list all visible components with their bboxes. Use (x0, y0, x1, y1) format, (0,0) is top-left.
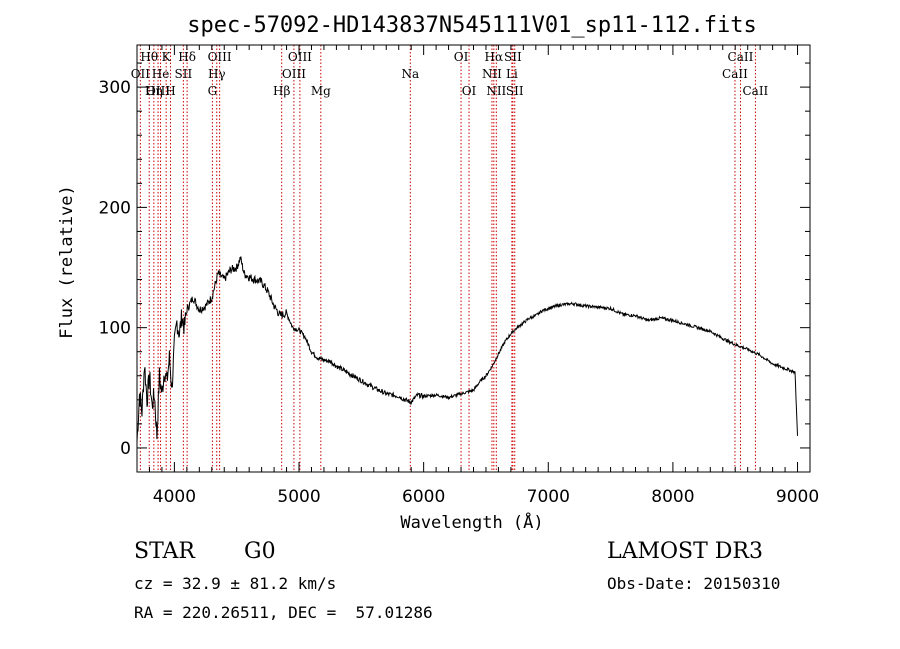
x-tick-label: 7000 (527, 487, 570, 507)
line-label: OI (462, 84, 477, 98)
y-tick-label: 200 (99, 198, 131, 218)
spectral-line-markers (139, 45, 756, 472)
line-label: SII (504, 50, 522, 64)
line-label: NII (482, 67, 502, 81)
y-tick-label: 100 (99, 319, 131, 339)
line-label: H (165, 84, 175, 98)
x-tick-label: 8000 (651, 487, 694, 507)
line-label: Mg (311, 84, 331, 98)
line-label: OIII (288, 50, 312, 64)
line-label: CaII (742, 84, 768, 98)
line-label: K (162, 50, 172, 64)
line-label: He (152, 67, 170, 81)
line-label: Hα (485, 50, 504, 64)
line-label: NII (486, 84, 506, 98)
line-label: OIII (282, 67, 306, 81)
object-class: STAR (134, 539, 195, 564)
line-label: Hη (145, 84, 163, 98)
line-label: OIII (208, 50, 232, 64)
line-label: Hγ (208, 67, 226, 81)
survey-name: LAMOST DR3 (607, 539, 763, 564)
x-tick-label: 6000 (402, 487, 445, 507)
spectrum-series-line (136, 256, 798, 443)
y-tick-label: 300 (99, 78, 131, 98)
line-label: G (208, 84, 218, 98)
line-label: Hθ (140, 50, 158, 64)
line-label: CaII (728, 50, 754, 64)
chart-title: spec-57092-HD143837N545111V01_sp11-112.f… (187, 13, 757, 38)
axis-ticks: 4000 5000 6000 7000 8000 9000 0 100 200 300 (99, 45, 819, 507)
line-label: Hβ (273, 84, 290, 98)
plot-frame (136, 44, 811, 473)
line-label: OIII (146, 84, 170, 98)
line-label: Li (506, 67, 518, 81)
line-label: SII (175, 67, 193, 81)
y-axis-label: Flux (relative) (57, 185, 77, 339)
x-axis-label: Wavelength (Å) (400, 511, 543, 533)
line-label: Hδ (178, 50, 196, 64)
x-tick-label: 9000 (776, 487, 819, 507)
line-label: CaII (722, 67, 748, 81)
x-tick-label: 4000 (153, 487, 196, 507)
line-label: Na (401, 67, 419, 81)
x-tick-label: 5000 (277, 487, 320, 507)
line-label: OII (131, 67, 151, 81)
redshift-info: cz = 32.9 ± 81.2 km/s (134, 574, 337, 593)
line-label: OI (454, 50, 469, 64)
y-tick-label: 0 (120, 439, 131, 459)
line-label: SII (506, 84, 524, 98)
coordinates: RA = 220.26511, DEC = 57.01286 (134, 603, 433, 622)
obs-date: Obs-Date: 20150310 (607, 574, 781, 593)
subclass: G0 (244, 539, 276, 564)
